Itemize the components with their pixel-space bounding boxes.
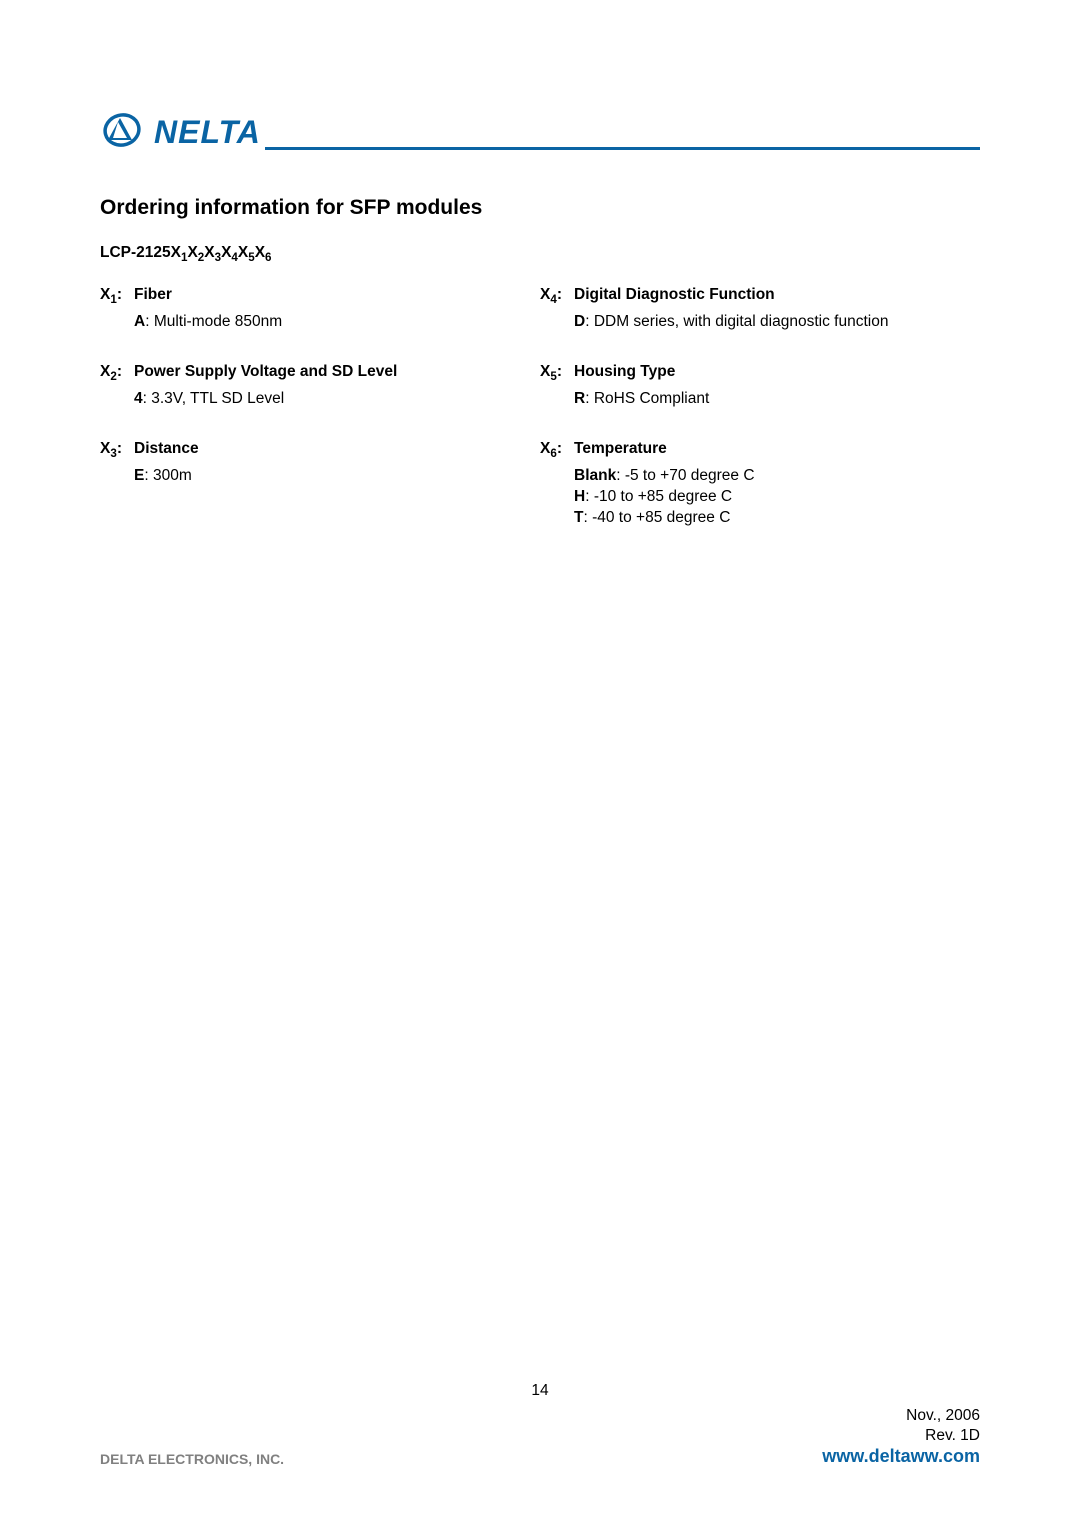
item-body: A: Multi-mode 850nm xyxy=(134,312,540,333)
logo-text: NELTA xyxy=(154,114,261,151)
left-column: X1:Fiber A: Multi-mode 850nm X2:Power Supp… xyxy=(100,286,540,559)
item-heading: X1:Fiber xyxy=(134,286,540,306)
page-number: 14 xyxy=(100,1382,980,1400)
ordering-item: X2:Power Supply Voltage and SD Level 4: 3… xyxy=(100,363,540,410)
footer-date: Nov., 2006 xyxy=(822,1406,980,1426)
item-heading: X4:Digital Diagnostic Function xyxy=(574,286,980,306)
item-body: R: RoHS Compliant xyxy=(574,389,980,410)
ordering-item: X5:Housing Type R: RoHS Compliant xyxy=(540,363,980,410)
ordering-columns: X1:Fiber A: Multi-mode 850nm X2:Power Supp… xyxy=(100,286,980,559)
ordering-item: X1:Fiber A: Multi-mode 850nm xyxy=(100,286,540,333)
footer-rev: Rev. 1D xyxy=(822,1426,980,1446)
item-heading: X6:Temperature xyxy=(574,440,980,460)
ordering-item: X3:Distance E: 300m xyxy=(100,440,540,487)
item-heading: X5:Housing Type xyxy=(574,363,980,383)
logo: NELTA xyxy=(100,108,261,156)
ordering-item: X6:Temperature Blank: -5 to +70 degree CH… xyxy=(540,440,980,529)
page-title: Ordering information for SFP modules xyxy=(100,196,980,220)
page-footer: 14 DELTA ELECTRONICS, INC. Nov., 2006 Re… xyxy=(100,1382,980,1467)
ordering-item: X4:Digital Diagnostic Function D: DDM ser… xyxy=(540,286,980,333)
item-body: 4: 3.3V, TTL SD Level xyxy=(134,389,540,410)
item-body: E: 300m xyxy=(134,466,540,487)
right-column: X4:Digital Diagnostic Function D: DDM ser… xyxy=(540,286,980,559)
part-number: LCP-2125X1X2X3X4X5X6 xyxy=(100,244,980,264)
item-heading: X2:Power Supply Voltage and SD Level xyxy=(134,363,540,383)
delta-logo-icon xyxy=(100,108,148,156)
item-heading: X3:Distance xyxy=(134,440,540,460)
item-body: Blank: -5 to +70 degree CH: -10 to +85 d… xyxy=(574,466,980,529)
company-name: DELTA ELECTRONICS, INC. xyxy=(100,1451,284,1467)
footer-url: www.deltaww.com xyxy=(822,1446,980,1467)
page-header: NELTA xyxy=(100,108,980,156)
header-rule xyxy=(265,147,980,150)
item-body: D: DDM series, with digital diagnostic f… xyxy=(574,312,980,333)
